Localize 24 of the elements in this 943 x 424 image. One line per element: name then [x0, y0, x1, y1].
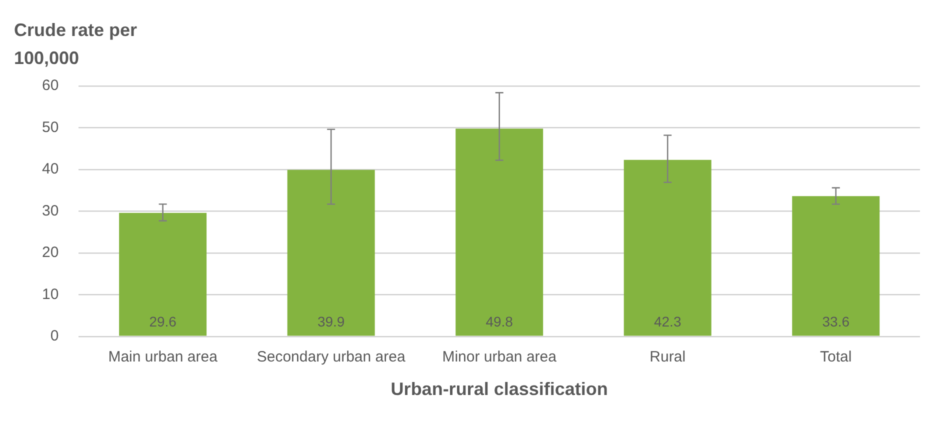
y-tick-label: 10	[42, 286, 59, 303]
x-tick-label: Rural	[650, 348, 686, 366]
y-tick-label: 50	[42, 118, 59, 136]
data-label: 49.8	[486, 313, 514, 330]
y-axis-title: Crude rate per 100,000	[14, 19, 138, 70]
y-tick-label: 30	[42, 202, 59, 220]
bar	[119, 212, 207, 336]
data-label: 33.6	[822, 313, 850, 330]
x-axis-title: Urban-rural classification	[390, 379, 608, 400]
y-tick-label: 0	[50, 328, 59, 345]
data-label: 42.3	[654, 313, 682, 330]
bar	[287, 170, 375, 336]
bar	[792, 196, 880, 336]
bar	[456, 128, 544, 336]
x-tick-label: Total	[820, 348, 852, 366]
data-label: 29.6	[149, 313, 177, 330]
y-tick-label: 40	[42, 160, 59, 178]
data-label: 39.9	[317, 313, 345, 330]
x-tick-label: Secondary urban area	[256, 348, 406, 366]
x-tick-label: Main urban area	[108, 348, 218, 366]
bar	[624, 160, 712, 336]
y-tick-label: 20	[42, 244, 59, 262]
x-tick-label: Minor urban area	[442, 348, 558, 366]
y-tick-label: 60	[42, 77, 59, 94]
